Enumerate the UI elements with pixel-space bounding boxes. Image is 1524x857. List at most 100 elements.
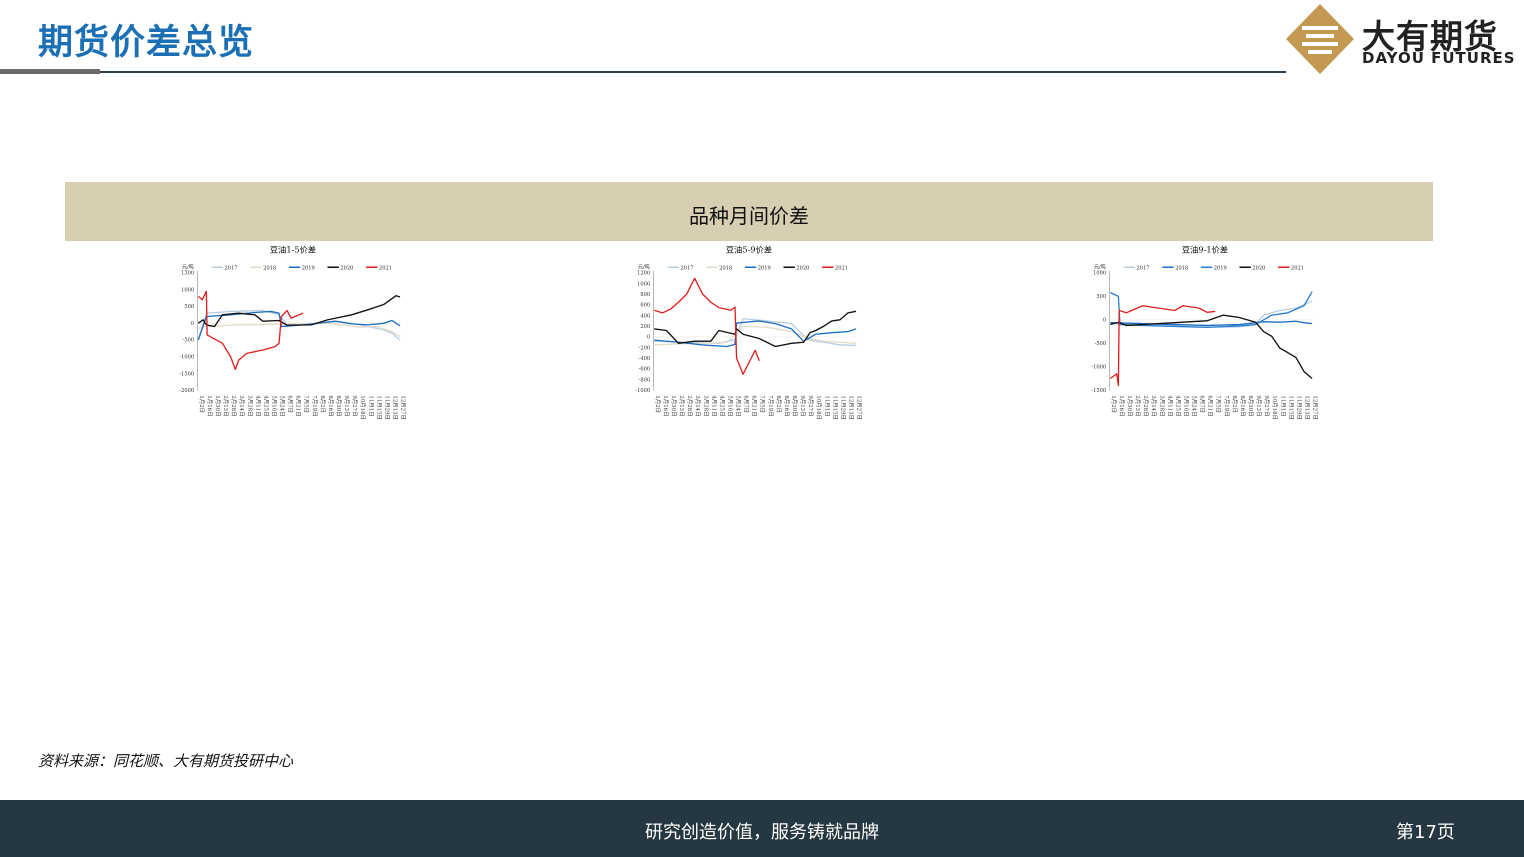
x-tick-label: 7月5日	[1215, 395, 1222, 413]
y-tick-label: -1500	[1091, 388, 1106, 394]
x-tick-label: 8月2日	[1231, 395, 1238, 413]
legend-label-2019: 2019	[758, 265, 771, 271]
panel-title: 品种月间价差	[689, 204, 809, 228]
x-tick-label: 7月19日	[767, 395, 774, 416]
x-tick-label: 6月7日	[743, 395, 750, 413]
diamond-logo-icon	[1286, 4, 1354, 74]
x-tick-label: 2月13日	[222, 395, 229, 416]
y-tick-label: -800	[639, 377, 651, 383]
x-tick-label: 6月21日	[1207, 395, 1214, 416]
title-divider-accent	[0, 69, 100, 74]
series-line-2019	[654, 320, 857, 348]
x-tick-label: 1月16日	[206, 395, 213, 416]
x-tick-label: 11月29日	[1295, 395, 1302, 420]
legend-label-2017: 2017	[1137, 265, 1150, 271]
legend-label-2018: 2018	[719, 265, 732, 271]
y-tick-label: 800	[640, 292, 650, 298]
y-tick-label: -500	[1095, 341, 1107, 347]
x-tick-label: 4月11日	[1166, 395, 1173, 416]
x-tick-label: 3月14日	[238, 395, 245, 416]
x-tick-label: 2月13日	[678, 395, 685, 416]
series-line-2020	[1110, 314, 1313, 380]
x-tick-label: 10月18日	[359, 395, 366, 420]
x-tick-label: 12月27日	[856, 395, 863, 420]
x-tick-label: 11月1日	[823, 395, 830, 416]
footer-bar: 研究创造价值，服务铸就品牌 第17页	[0, 800, 1524, 857]
legend-label-2017: 2017	[225, 265, 238, 271]
x-tick-label: 5月10日	[726, 395, 733, 416]
x-tick-label: 11月1日	[367, 395, 374, 416]
x-tick-label: 11月1日	[1279, 395, 1286, 416]
spread-panel: 品种月间价差	[65, 182, 1433, 616]
logo-name-cn: 大有期货	[1362, 17, 1498, 56]
x-tick-label: 7月5日	[303, 395, 310, 413]
y-tick-label: 1500	[181, 271, 194, 277]
y-tick-label: -200	[639, 345, 651, 351]
x-tick-label: 12月13日	[392, 395, 399, 420]
x-tick-label: 8月16日	[783, 395, 790, 416]
x-tick-label: 3月28日	[1158, 395, 1165, 416]
x-tick-label: 11月15日	[1287, 395, 1294, 420]
series-line-2021	[654, 277, 760, 375]
legend-label-2019: 2019	[1214, 265, 1227, 271]
legend-label-2018: 2018	[263, 265, 276, 271]
y-axis-unit-label: 元/吨	[182, 262, 194, 270]
x-tick-label: 5月24日	[735, 395, 742, 416]
y-tick-label: 600	[640, 303, 650, 309]
x-tick-label: 1月2日	[654, 395, 661, 413]
panel-header: 品种月间价差	[65, 182, 1433, 241]
x-tick-label: 1月2日	[198, 395, 205, 413]
x-tick-label: 5月24日	[1191, 395, 1198, 416]
x-tick-label: 3月28日	[246, 395, 253, 416]
data-source-note: 资料来源：同花顺、大有期货投研中心	[38, 752, 294, 770]
x-tick-label: 1月30日	[670, 395, 677, 416]
x-tick-label: 1月16日	[1118, 395, 1125, 416]
company-logo: 大有期货 DAYOU FUTURES	[1282, 4, 1522, 74]
x-tick-label: 9月13日	[1255, 395, 1262, 416]
x-tick-label: 1月30日	[214, 395, 221, 416]
x-tick-label: 4月25日	[1174, 395, 1181, 416]
legend-label-2019: 2019	[302, 265, 315, 271]
y-tick-label: 1200	[637, 271, 650, 277]
y-tick-label: 1000	[1093, 271, 1106, 277]
legend-label-2021: 2021	[379, 265, 392, 271]
x-tick-label: 6月7日	[287, 395, 294, 413]
y-tick-label: -1000	[635, 388, 650, 394]
x-tick-label: 8月2日	[319, 395, 326, 413]
y-tick-label: -1000	[1091, 365, 1106, 371]
y-tick-label: 0	[1103, 318, 1106, 324]
y-tick-label: 500	[1096, 294, 1106, 300]
legend-label-2021: 2021	[1291, 265, 1304, 271]
chart-title: 豆油1-5价差	[270, 244, 316, 254]
x-tick-label: 3月14日	[694, 395, 701, 416]
series-line-2020	[654, 310, 857, 348]
x-tick-label: 12月13日	[1304, 395, 1311, 420]
footer-slogan: 研究创造价值，服务铸就品牌	[645, 822, 879, 843]
x-tick-label: 3月14日	[1150, 395, 1157, 416]
chart-title: 豆油5-9价差	[726, 244, 772, 254]
page-title: 期货价差总览	[38, 23, 255, 63]
legend-label-2020: 2020	[1252, 265, 1265, 271]
series-line-2019	[1110, 291, 1313, 329]
y-tick-label: 1000	[637, 281, 650, 287]
y-axis-unit-label: 元/吨	[638, 262, 650, 270]
x-tick-label: 1月30日	[1126, 395, 1133, 416]
x-tick-label: 7月5日	[759, 395, 766, 413]
y-tick-label: 1000	[181, 287, 194, 293]
legend-label-2020: 2020	[340, 265, 353, 271]
x-tick-label: 8月16日	[1239, 395, 1246, 416]
x-tick-label: 1月16日	[662, 395, 669, 416]
x-tick-label: 4月11日	[710, 395, 717, 416]
x-tick-label: 7月19日	[1223, 395, 1230, 416]
legend-label-2018: 2018	[1175, 265, 1188, 271]
series-line-2021	[197, 290, 304, 371]
x-tick-label: 9月27日	[807, 395, 814, 416]
y-tick-label: -600	[639, 367, 651, 373]
y-tick-label: 200	[640, 324, 650, 330]
title-divider	[0, 71, 1286, 73]
x-tick-label: 11月29日	[383, 395, 390, 420]
y-tick-label: -1000	[179, 355, 194, 361]
y-tick-label: 0	[647, 335, 650, 341]
